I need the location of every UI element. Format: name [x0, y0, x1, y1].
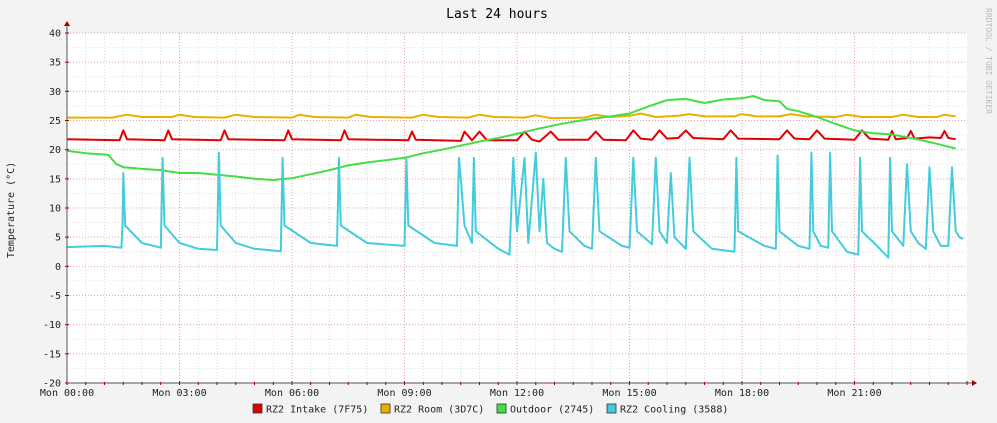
x-tick-labels: Mon 00:00 Mon 03:00 Mon 06:00 Mon 09:00 Mon …: [40, 388, 882, 399]
axes: [64, 21, 977, 386]
y-tick-label: 15: [49, 174, 61, 185]
x-tick-label: Mon 00:00: [40, 388, 94, 399]
legend: RZ2 Intake (7F75) RZ2 Room (3D7C) Outdoor …: [252, 403, 728, 416]
legend-item-1: RZ2 Intake (7F75): [252, 403, 368, 416]
legend-swatch: [380, 403, 391, 414]
y-tick-label: 40: [49, 29, 61, 40]
x-axis-arrow: [972, 380, 977, 386]
series-lines: [66, 95, 964, 259]
y-tick-label: 5: [55, 233, 61, 244]
legend-swatch: [606, 403, 617, 414]
series-line-2: [67, 112, 956, 120]
y-axis-label: Temperature (°C): [6, 162, 17, 258]
y-axis-arrow: [64, 21, 70, 26]
y-tick-label: -5: [49, 291, 61, 302]
y-tick-labels: 40 35 30 25 20 15 10 5 0 -5 -10 -15 -20: [43, 29, 61, 390]
plot-area: [64, 21, 977, 386]
legend-label: RZ2 Cooling (3588): [620, 405, 728, 416]
y-tick-label: 25: [49, 116, 61, 127]
watermark: RRDTOOL / TOBI OETIKER: [984, 8, 993, 114]
legend-item-4: RZ2 Cooling (3588): [606, 403, 728, 416]
legend-swatch: [252, 403, 263, 414]
series-line-3: [66, 95, 956, 181]
y-tick-label: -20: [43, 379, 61, 390]
x-tick-label: Mon 06:00: [265, 388, 319, 399]
y-tick-label: 30: [49, 87, 61, 98]
x-tick-label: Mon 15:00: [602, 388, 656, 399]
chart-title: Last 24 hours: [446, 7, 548, 22]
y-tick-label: 35: [49, 58, 61, 69]
y-tick-label: 0: [55, 262, 61, 273]
legend-label: RZ2 Intake (7F75): [266, 405, 368, 416]
x-tick-label: Mon 09:00: [377, 388, 431, 399]
legend-label: Outdoor (2745): [510, 405, 594, 416]
x-tick-label: Mon 18:00: [715, 388, 769, 399]
x-tick-label: Mon 21:00: [827, 388, 881, 399]
y-tick-label: 20: [49, 145, 61, 156]
y-tick-label: -15: [43, 349, 61, 360]
legend-item-2: RZ2 Room (3D7C): [380, 403, 484, 416]
x-tick-label: Mon 03:00: [152, 388, 206, 399]
legend-swatch: [496, 403, 507, 414]
series-line-4: [66, 151, 964, 259]
y-tick-label: -10: [43, 320, 61, 331]
legend-item-3: Outdoor (2745): [496, 403, 594, 416]
legend-label: RZ2 Room (3D7C): [394, 405, 484, 416]
y-tick-label: 10: [49, 204, 61, 215]
x-tick-label: Mon 12:00: [490, 388, 544, 399]
series-line-1: [66, 129, 956, 143]
